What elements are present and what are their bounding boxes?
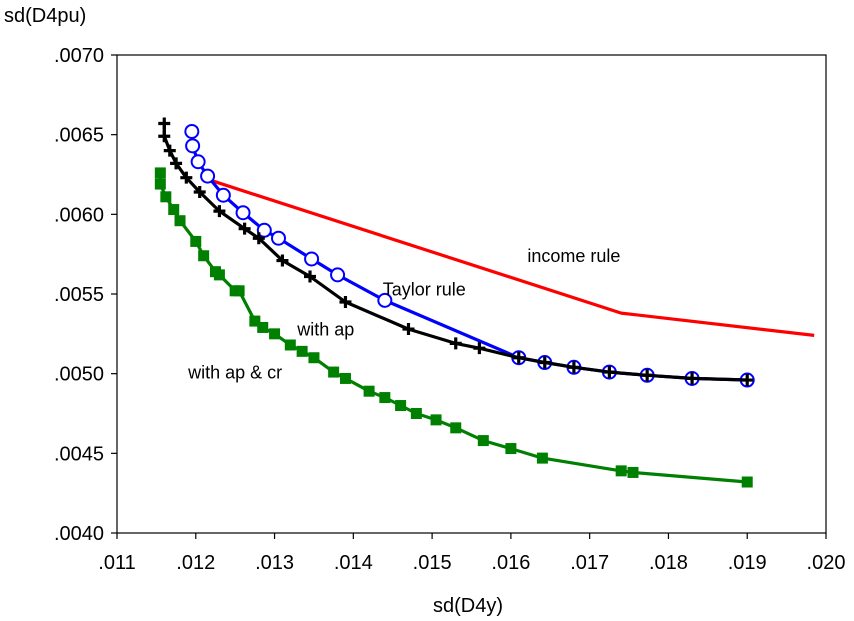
data-point-with-ap [741, 374, 754, 387]
data-point-with-ap [213, 205, 226, 218]
series-line-with-ap [162, 123, 748, 382]
y-tick-label: .0065 [54, 125, 104, 147]
data-point-with-ap [641, 369, 654, 382]
data-point-with-ap-cr [249, 315, 261, 327]
data-point-with-ap [512, 351, 525, 364]
x-tick-label: .011 [98, 552, 135, 574]
x-tick-label: .015 [413, 552, 452, 574]
data-point-taylor-rule [200, 168, 216, 184]
data-point-with-ap-cr [154, 167, 166, 179]
data-point-with-ap-cr [190, 235, 202, 247]
data-point-with-ap [170, 157, 183, 170]
data-point-with-ap-cr [308, 352, 320, 364]
x-axis-label: sd(D4y) [433, 595, 503, 617]
data-point-with-ap-cr [339, 372, 351, 384]
data-point-with-ap-cr [154, 178, 166, 190]
annotation-with-ap: with ap [296, 319, 354, 339]
data-point-with-ap [252, 232, 265, 245]
x-tick-label: .020 [807, 552, 846, 574]
data-point-with-ap-cr [379, 392, 391, 404]
data-point-with-ap-cr [160, 191, 172, 203]
plot-layer: income rule Taylor rule with ap with ap & c… [154, 117, 815, 488]
y-axis-label: sd(D4pu) [4, 5, 86, 27]
y-tick-label: .0055 [54, 284, 104, 306]
x-tick-label: .012 [176, 552, 215, 574]
data-point-with-ap-cr [615, 465, 627, 477]
y-tick-label: .0060 [54, 204, 104, 226]
data-point-with-ap-cr [284, 339, 296, 351]
data-point-with-ap [180, 171, 193, 184]
x-tick-label: .017 [570, 552, 609, 574]
data-point-with-ap-cr [477, 435, 489, 447]
data-point-with-ap-cr [213, 269, 225, 281]
data-point-with-ap-cr [269, 328, 281, 340]
data-point-with-ap [449, 337, 462, 350]
data-point-with-ap-cr [450, 422, 462, 434]
series-line-income-rule [207, 177, 815, 337]
data-point-with-ap-cr [430, 414, 442, 426]
data-point-with-ap-cr [627, 466, 639, 478]
annotation-taylor-rule: Taylor rule [383, 280, 466, 300]
data-point-with-ap-cr [363, 385, 375, 397]
data-point-with-ap [538, 356, 551, 369]
data-point-taylor-rule [330, 267, 346, 283]
data-point-with-ap [158, 130, 171, 143]
data-point-taylor-rule [185, 138, 201, 154]
data-point-with-ap-cr [505, 443, 517, 455]
data-point-with-ap-cr [741, 476, 753, 488]
y-tick-label: .0050 [54, 364, 104, 386]
annotation-income-rule: income rule [527, 246, 620, 266]
annotation-with-ap-cr: with ap & cr [187, 362, 282, 382]
y-tick-label: .0040 [54, 523, 104, 545]
x-tick-label: .013 [255, 552, 294, 574]
data-point-with-ap [686, 372, 699, 385]
data-point-taylor-rule [270, 230, 286, 246]
x-tick-label: .019 [728, 552, 767, 574]
data-point-with-ap-cr [233, 285, 245, 297]
data-point-with-ap-cr [296, 345, 308, 357]
data-point-with-ap [276, 254, 289, 267]
data-point-with-ap [339, 295, 352, 308]
data-point-taylor-rule [377, 292, 393, 308]
series-group [154, 117, 815, 488]
data-point-with-ap-cr [410, 408, 422, 419]
y-tick-label: .0070 [54, 45, 104, 67]
data-point-with-ap-cr [174, 215, 186, 227]
data-point-taylor-rule [184, 123, 200, 139]
data-point-taylor-rule [235, 205, 251, 221]
data-point-with-ap [603, 366, 616, 379]
data-point-with-ap [193, 186, 206, 199]
data-point-with-ap [402, 323, 415, 336]
data-point-with-ap-cr [328, 366, 340, 378]
data-point-taylor-rule [215, 187, 231, 203]
ticks-layer: .011 .012 .013 .014 .015 .016 .017 .018 .019 .020… [54, 45, 846, 574]
data-point-with-ap-cr [395, 400, 407, 412]
data-point-with-ap [238, 222, 251, 235]
data-point-taylor-rule [304, 251, 320, 267]
data-point-with-ap [567, 361, 580, 374]
data-point-with-ap [473, 342, 486, 355]
x-tick-label: .016 [491, 552, 530, 574]
data-point-with-ap-cr [168, 204, 180, 216]
x-tick-label: .018 [649, 552, 688, 574]
data-point-with-ap [163, 144, 176, 157]
y-tick-label: .0045 [54, 443, 104, 465]
x-tick-label: .014 [334, 552, 373, 574]
data-point-with-ap [158, 117, 171, 130]
data-point-with-ap-cr [198, 250, 210, 262]
data-point-with-ap [304, 270, 317, 283]
data-point-taylor-rule [190, 154, 206, 170]
data-point-with-ap-cr [257, 321, 269, 333]
data-point-with-ap-cr [536, 452, 548, 464]
